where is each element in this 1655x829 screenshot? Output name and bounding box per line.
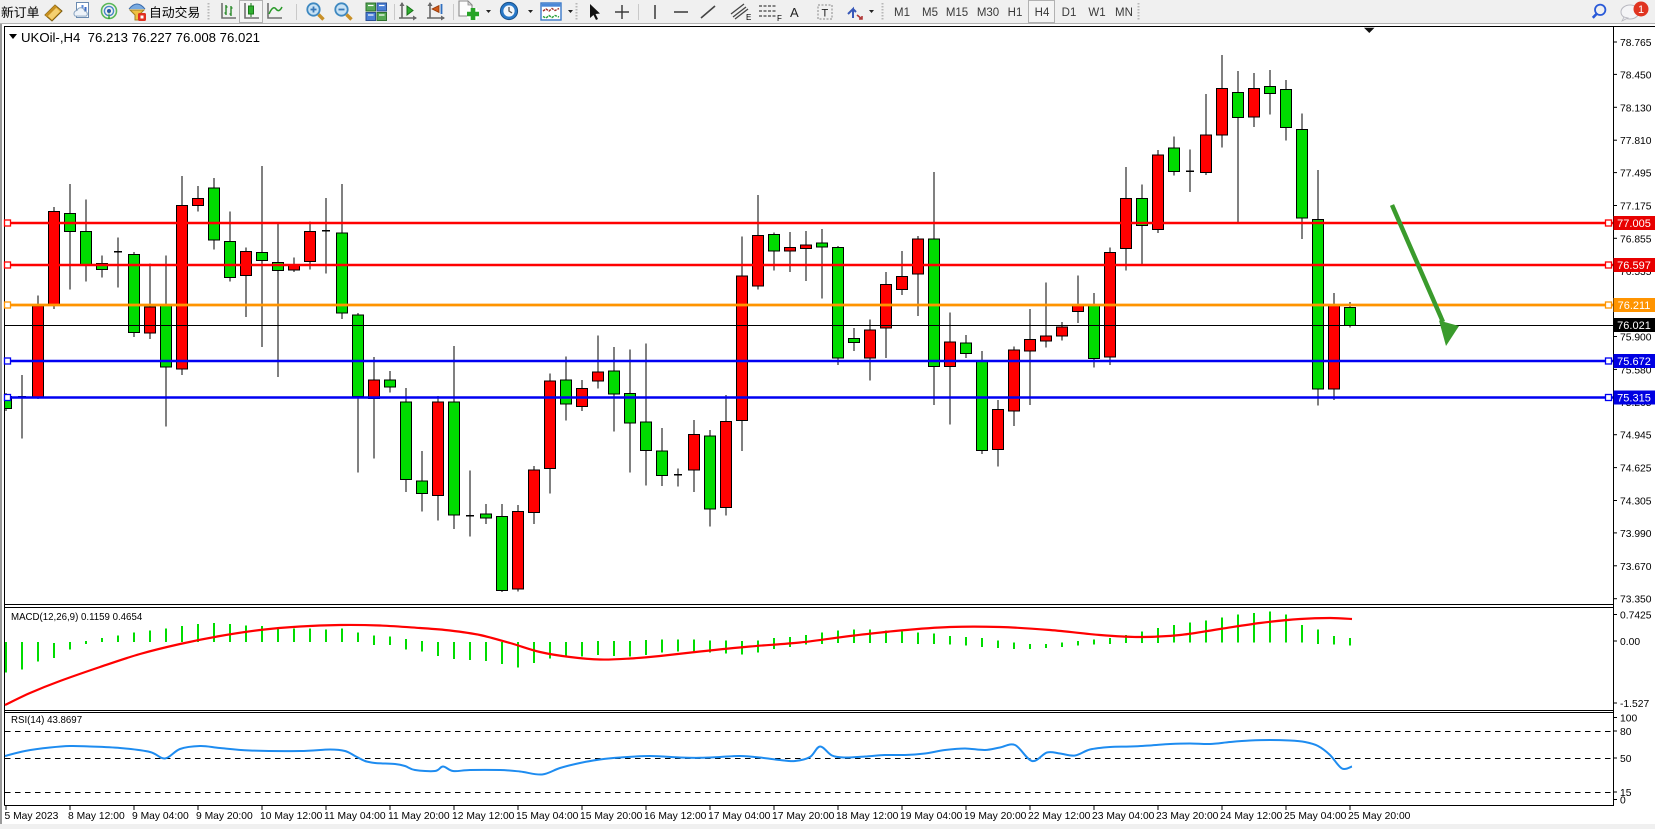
svg-text:77.810: 77.810 [1620,136,1652,147]
svg-text:76.021: 76.021 [1617,320,1651,332]
svg-text:-1.527: -1.527 [1620,699,1649,710]
svg-text:15 May 20:00: 15 May 20:00 [580,811,643,822]
svg-text:18 May 12:00: 18 May 12:00 [836,811,899,822]
svg-text:73.350: 73.350 [1620,595,1652,606]
svg-text:78.130: 78.130 [1620,103,1652,114]
svg-text:E: E [746,13,751,22]
svg-text:50: 50 [1620,754,1632,765]
svg-text:16 May 12:00: 16 May 12:00 [644,811,707,822]
svg-text:5 May 2023: 5 May 2023 [5,811,59,822]
svg-text:1: 1 [1638,4,1644,16]
svg-text:19 May 20:00: 19 May 20:00 [964,811,1027,822]
svg-text:UKOil-,H4 76.213 76.227 76.00: UKOil-,H4 76.213 76.227 76.008 76.021 [21,30,260,45]
svg-text:22 May 12:00: 22 May 12:00 [1028,811,1091,822]
svg-text:77.495: 77.495 [1620,169,1652,180]
svg-text:RSI(14) 43.8697: RSI(14) 43.8697 [11,715,82,726]
svg-text:76.855: 76.855 [1620,234,1652,245]
svg-text:A: A [790,5,799,20]
svg-text:T: T [822,8,829,20]
svg-text:19 May 04:00: 19 May 04:00 [900,811,963,822]
svg-text:15 May 04:00: 15 May 04:00 [516,811,579,822]
svg-text:23 May 20:00: 23 May 20:00 [1156,811,1219,822]
svg-text:9 May 20:00: 9 May 20:00 [196,811,253,822]
svg-text:17 May 20:00: 17 May 20:00 [772,811,835,822]
svg-text:80: 80 [1620,727,1632,738]
svg-text:9 May 04:00: 9 May 04:00 [132,811,189,822]
svg-text:75.315: 75.315 [1617,393,1651,405]
svg-text:8 May 12:00: 8 May 12:00 [68,811,125,822]
svg-text:M15: M15 [946,7,968,19]
svg-text:W1: W1 [1088,7,1105,19]
svg-text:24 May 12:00: 24 May 12:00 [1220,811,1283,822]
svg-text:25 May 04:00: 25 May 04:00 [1284,811,1347,822]
svg-text:12 May 12:00: 12 May 12:00 [452,811,515,822]
svg-text:MN: MN [1115,7,1133,19]
svg-text:M5: M5 [922,7,938,19]
svg-text:74.945: 74.945 [1620,431,1652,442]
svg-text:F: F [777,14,782,23]
svg-text:75.900: 75.900 [1620,333,1652,344]
svg-text:77.005: 77.005 [1617,218,1651,230]
svg-text:M30: M30 [977,7,999,19]
svg-text:17 May 04:00: 17 May 04:00 [708,811,771,822]
svg-text:76.535: 76.535 [1620,267,1652,278]
svg-text:74.305: 74.305 [1620,497,1652,508]
svg-text:11 May 04:00: 11 May 04:00 [324,811,386,822]
svg-text:77.175: 77.175 [1620,202,1652,213]
svg-text:75.580: 75.580 [1620,365,1652,376]
svg-text:0: 0 [1620,796,1626,807]
svg-text:76.597: 76.597 [1617,260,1651,272]
svg-text:MACD(12,26,9) 0.1159 0.4654: MACD(12,26,9) 0.1159 0.4654 [11,612,143,623]
svg-text:100: 100 [1620,714,1637,725]
svg-text:78.450: 78.450 [1620,70,1652,81]
svg-text:11 May 20:00: 11 May 20:00 [388,811,450,822]
svg-text:75.672: 75.672 [1617,356,1651,368]
svg-text:78.765: 78.765 [1620,38,1652,49]
svg-text:73.990: 73.990 [1620,529,1652,540]
svg-text:25 May 20:00: 25 May 20:00 [1348,811,1411,822]
svg-text:H1: H1 [1008,7,1023,19]
svg-text:0.7425: 0.7425 [1620,611,1652,622]
svg-text:74.625: 74.625 [1620,464,1652,475]
svg-text:10 May 12:00: 10 May 12:00 [260,811,323,822]
svg-text:H4: H4 [1035,7,1050,19]
svg-text:M1: M1 [894,7,910,19]
svg-text:15: 15 [1620,788,1632,799]
svg-text:73.670: 73.670 [1620,562,1652,573]
svg-text:23 May 04:00: 23 May 04:00 [1092,811,1155,822]
svg-text:0.00: 0.00 [1620,637,1640,648]
svg-text:D1: D1 [1062,7,1077,19]
svg-text:76.211: 76.211 [1618,300,1651,312]
